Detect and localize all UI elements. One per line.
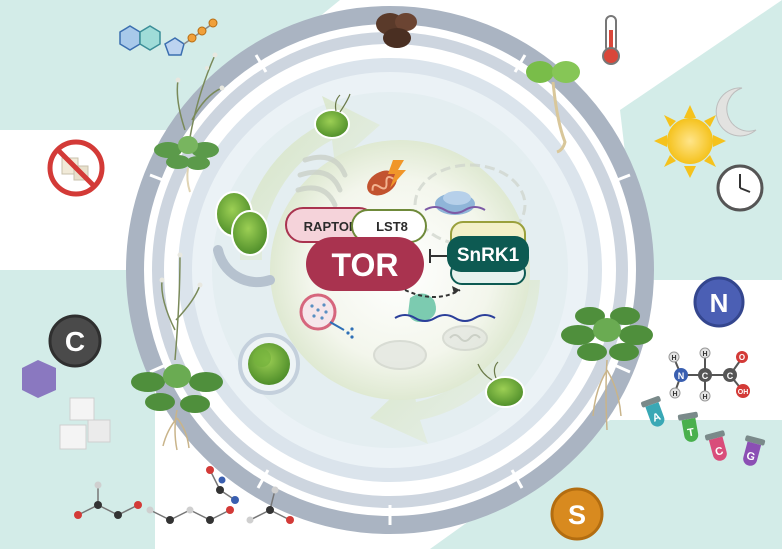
raptor-label: RAPTOR bbox=[304, 219, 359, 234]
molecule-chain-icon bbox=[119, 18, 218, 56]
tor-box bbox=[306, 237, 424, 291]
test-tube-icon: G bbox=[743, 435, 766, 466]
atom-oh: OH bbox=[738, 389, 749, 396]
atom-h: H bbox=[671, 355, 676, 362]
carbon-badge: C bbox=[48, 314, 102, 368]
ball-stick-molecules-icon bbox=[74, 466, 294, 524]
nucleotide-g: G bbox=[745, 450, 756, 464]
tor-label: TOR bbox=[332, 247, 399, 283]
atom-n: N bbox=[678, 371, 685, 381]
nucleotide-tubes: A T C G bbox=[641, 396, 766, 466]
protein-icon bbox=[394, 293, 496, 322]
test-tube-icon: C bbox=[704, 430, 727, 461]
sulfur-badge: S bbox=[550, 487, 604, 541]
clock-icon bbox=[716, 164, 764, 212]
atom-c2: C bbox=[727, 371, 734, 381]
snrk1-label: SnRK1 bbox=[457, 245, 520, 266]
vacuole-icon bbox=[299, 293, 354, 339]
organelles bbox=[295, 154, 527, 370]
test-tube-icon: A bbox=[641, 396, 665, 427]
nucleus-outline-icon bbox=[413, 163, 527, 247]
green-alga-icon bbox=[477, 361, 525, 408]
nucleotide-t: T bbox=[687, 426, 696, 439]
moon-icon bbox=[715, 87, 757, 137]
golgi-icon bbox=[295, 154, 348, 208]
seedling-icon bbox=[526, 61, 580, 154]
nucleotide-a: A bbox=[651, 411, 663, 425]
hexagon-icon bbox=[22, 360, 56, 398]
sugar-cube-icon bbox=[59, 397, 111, 450]
sun-icon bbox=[654, 105, 726, 178]
carbon-label: C bbox=[65, 326, 85, 357]
cycle-arrow bbox=[239, 96, 540, 444]
inhibition-arrow bbox=[429, 249, 449, 263]
test-tube-icon: T bbox=[677, 411, 699, 442]
arabidopsis-plant-icon bbox=[154, 52, 225, 193]
tor-complex: RAPTOR LST8 TOR bbox=[285, 207, 427, 291]
atom-h: H bbox=[672, 391, 677, 398]
green-alga-icon bbox=[314, 93, 351, 139]
thermometer-icon bbox=[602, 15, 620, 65]
atom-h: H bbox=[702, 351, 707, 358]
arabidopsis-plant-icon bbox=[131, 252, 223, 451]
energy-bolt-icon bbox=[388, 160, 406, 188]
atom-o: O bbox=[739, 353, 745, 362]
lst8-label: LST8 bbox=[376, 219, 408, 234]
arabidopsis-plant-icon bbox=[561, 307, 653, 431]
no-sugar-icon bbox=[47, 139, 105, 197]
dividing-alga-icon bbox=[213, 191, 275, 288]
nitrogen-badge: N bbox=[693, 276, 745, 328]
snrk1-box bbox=[447, 236, 529, 272]
nucleotide-c: C bbox=[714, 445, 725, 459]
sulfur-label: S bbox=[568, 500, 586, 530]
encysted-alga-icon bbox=[238, 333, 300, 395]
atom-h: H bbox=[702, 394, 707, 401]
atom-c1: C bbox=[702, 371, 709, 381]
seeds-icon bbox=[376, 13, 417, 48]
mitochondrion-faint-icon bbox=[373, 325, 488, 370]
amino-acid-icon: N C C O OH H H H H bbox=[668, 347, 750, 402]
mitochondrion-icon bbox=[367, 170, 397, 196]
nitrogen-label: N bbox=[710, 288, 729, 318]
snrk1-complex: SnRK1 bbox=[447, 221, 529, 285]
ribosome-icon bbox=[424, 191, 486, 215]
